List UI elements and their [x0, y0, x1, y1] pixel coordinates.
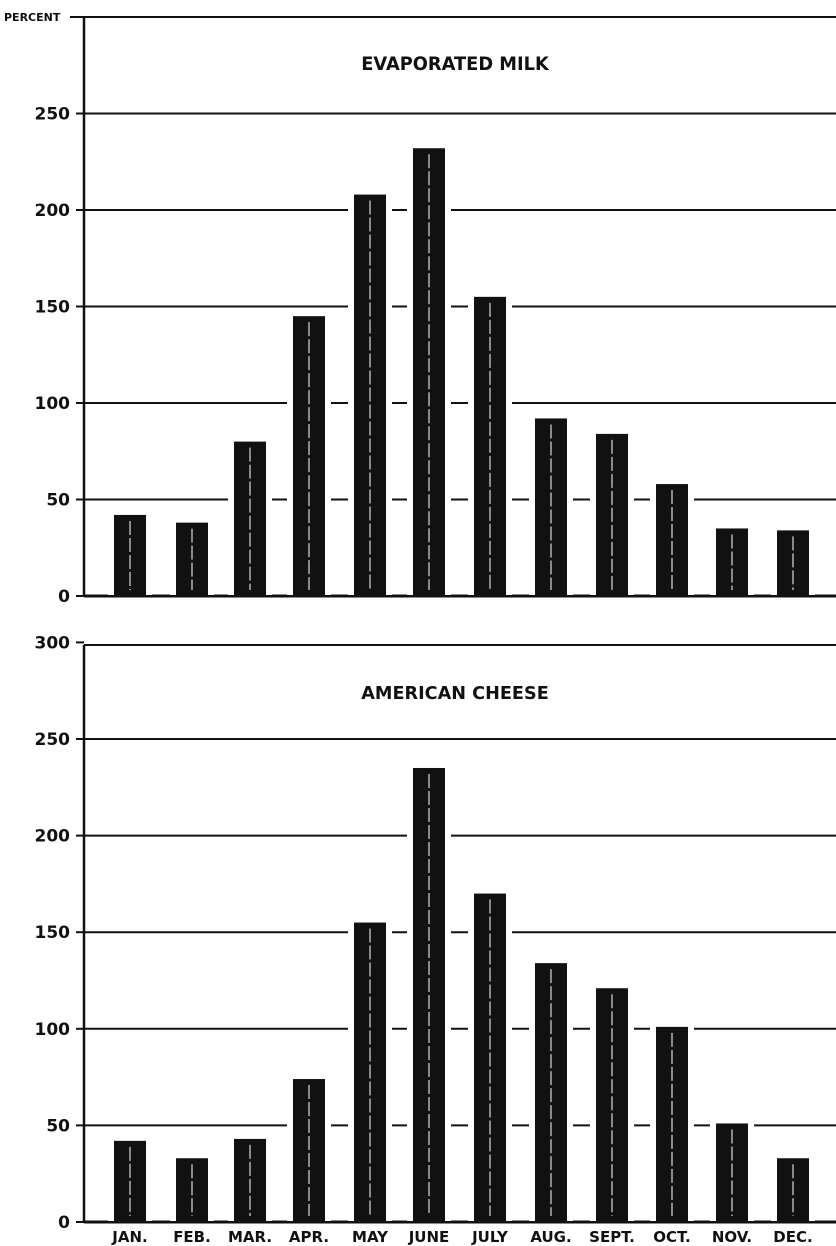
y-axis-label: PERCENT	[4, 11, 61, 24]
y-tick-label: 300	[35, 633, 71, 653]
panel-title: AMERICAN CHEESE	[361, 683, 549, 704]
y-tick-label: 150	[35, 298, 71, 318]
x-tick-label: SEPT.	[589, 1228, 635, 1246]
y-tick-label: 100	[35, 394, 71, 414]
x-tick-label: MAR.	[228, 1228, 272, 1246]
y-tick-label: 150	[35, 923, 71, 943]
x-tick-label: JUNE	[408, 1228, 450, 1246]
y-tick-label: 0	[58, 1213, 70, 1233]
x-tick-label: DEC.	[773, 1228, 812, 1246]
panel-title: EVAPORATED MILK	[361, 53, 550, 75]
american-cheese-panel: 0 50 100 150 200 250 300 AMERICAN CHEESE JAN. FEB…	[35, 633, 836, 1246]
x-tick-label: NOV.	[712, 1228, 752, 1246]
x-tick-label: JAN.	[111, 1228, 147, 1246]
y-tick-label: 100	[35, 1020, 71, 1040]
x-tick-label: APR.	[289, 1228, 329, 1246]
y-tick-label: 250	[35, 105, 71, 125]
x-tick-label: MAY	[352, 1228, 389, 1246]
x-tick-label: FEB.	[173, 1228, 211, 1246]
x-tick-label: JULY	[471, 1228, 509, 1246]
y-tick-label: 50	[46, 491, 70, 511]
y-tick-label: 250	[35, 730, 71, 750]
x-tick-label: AUG.	[530, 1228, 571, 1246]
y-tick-label: 200	[35, 201, 71, 221]
evaporated-milk-panel: 0 50 100 150 200 250 EVAPORATED MILK	[35, 16, 836, 607]
y-tick-label: 0	[58, 587, 70, 607]
y-tick-label: 50	[46, 1116, 70, 1136]
y-tick-label: 200	[35, 827, 71, 847]
x-tick-label: OCT.	[653, 1228, 690, 1246]
